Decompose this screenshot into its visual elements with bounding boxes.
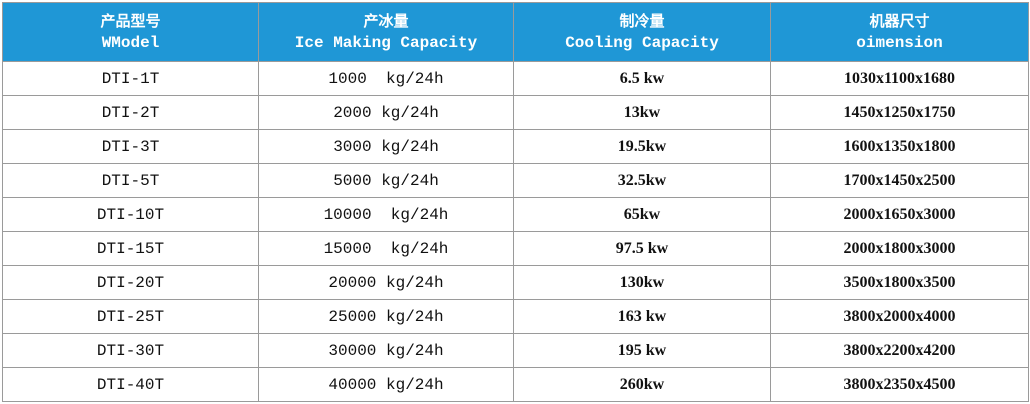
table-cell: 1030x1100x1680	[770, 61, 1029, 96]
table-cell: 3800x2000x4000	[770, 299, 1029, 334]
table-cell: 163 kw	[513, 299, 771, 334]
table-cell: DTI-5T	[2, 163, 259, 198]
table-cell: 25000 kg/24h	[258, 299, 514, 334]
table-cell: 3800x2350x4500	[770, 367, 1029, 402]
table-row: DTI-10T 10000 kg/24h 65kw 2000x1650x3000	[2, 197, 1029, 232]
table-cell: DTI-15T	[2, 231, 259, 266]
table-cell: DTI-1T	[2, 61, 259, 96]
table-cell: 20000 kg/24h	[258, 265, 514, 300]
table-cell: 3800x2200x4200	[770, 333, 1029, 368]
table-row: DTI-30T 30000 kg/24h 195 kw 3800x2200x4200	[2, 333, 1029, 368]
table-row: DTI-20T 20000 kg/24h 130kw 3500x1800x3500	[2, 265, 1029, 300]
header-subtitle: Cooling Capacity	[565, 34, 719, 52]
table-cell: 10000 kg/24h	[258, 197, 514, 232]
header-title: 产冰量	[363, 12, 409, 30]
header-subtitle: Ice Making Capacity	[294, 34, 478, 52]
table-cell: DTI-25T	[2, 299, 259, 334]
table-cell: 65kw	[513, 197, 771, 232]
table-row: DTI-3T 3000 kg/24h 19.5kw 1600x1350x1800	[2, 129, 1029, 164]
table-cell: 40000 kg/24h	[258, 367, 514, 402]
table-cell: 5000 kg/24h	[258, 163, 514, 198]
header-title: 产品型号	[100, 12, 161, 30]
table-cell: 97.5 kw	[513, 231, 771, 266]
table-cell: DTI-20T	[2, 265, 259, 300]
header-title: 制冷量	[619, 12, 665, 30]
table-cell: 30000 kg/24h	[258, 333, 514, 368]
header-cell: 产冰量 Ice Making Capacity	[258, 2, 514, 62]
table-body: DTI-1T 1000 kg/24h 6.5 kw 1030x1100x1680 DTI…	[2, 61, 1029, 402]
header-cell: 制冷量 Cooling Capacity	[513, 2, 771, 62]
header-subtitle: WModel	[101, 34, 160, 52]
header-row: 产品型号 WModel 产冰量 Ice Making Capacity 制冷量 Cooli…	[2, 2, 1029, 62]
header-title: 机器尺寸	[869, 12, 930, 30]
table-cell: 3500x1800x3500	[770, 265, 1029, 300]
table-cell: 1600x1350x1800	[770, 129, 1029, 164]
table-row: DTI-2T 2000 kg/24h 13kw 1450x1250x1750	[2, 95, 1029, 130]
table-cell: 15000 kg/24h	[258, 231, 514, 266]
table-row: DTI-15T 15000 kg/24h 97.5 kw 2000x1800x3000	[2, 231, 1029, 266]
table-cell: DTI-10T	[2, 197, 259, 232]
table-cell: 260kw	[513, 367, 771, 402]
table-cell: 1700x1450x2500	[770, 163, 1029, 198]
table-cell: 13kw	[513, 95, 771, 130]
table-cell: 195 kw	[513, 333, 771, 368]
table-cell: 6.5 kw	[513, 61, 771, 96]
table-row: DTI-5T 5000 kg/24h 32.5kw 1700x1450x2500	[2, 163, 1029, 198]
table-cell: 2000x1650x3000	[770, 197, 1029, 232]
table-cell: 32.5kw	[513, 163, 771, 198]
table-cell: 2000 kg/24h	[258, 95, 514, 130]
table-cell: 2000x1800x3000	[770, 231, 1029, 266]
table-cell: DTI-2T	[2, 95, 259, 130]
table-cell: 19.5kw	[513, 129, 771, 164]
table-cell: DTI-40T	[2, 367, 259, 402]
table-cell: DTI-3T	[2, 129, 259, 164]
table-cell: 1450x1250x1750	[770, 95, 1029, 130]
table-cell: 3000 kg/24h	[258, 129, 514, 164]
header-cell: 机器尺寸 oimension	[770, 2, 1029, 62]
table-row: DTI-1T 1000 kg/24h 6.5 kw 1030x1100x1680	[2, 61, 1029, 96]
table-row: DTI-40T 40000 kg/24h 260kw 3800x2350x4500	[2, 367, 1029, 402]
table-cell: DTI-30T	[2, 333, 259, 368]
table-row: DTI-25T 25000 kg/24h 163 kw 3800x2000x4000	[2, 299, 1029, 334]
header-cell: 产品型号 WModel	[2, 2, 259, 62]
table-cell: 130kw	[513, 265, 771, 300]
header-subtitle: oimension	[856, 34, 943, 52]
table-cell: 1000 kg/24h	[258, 61, 514, 96]
